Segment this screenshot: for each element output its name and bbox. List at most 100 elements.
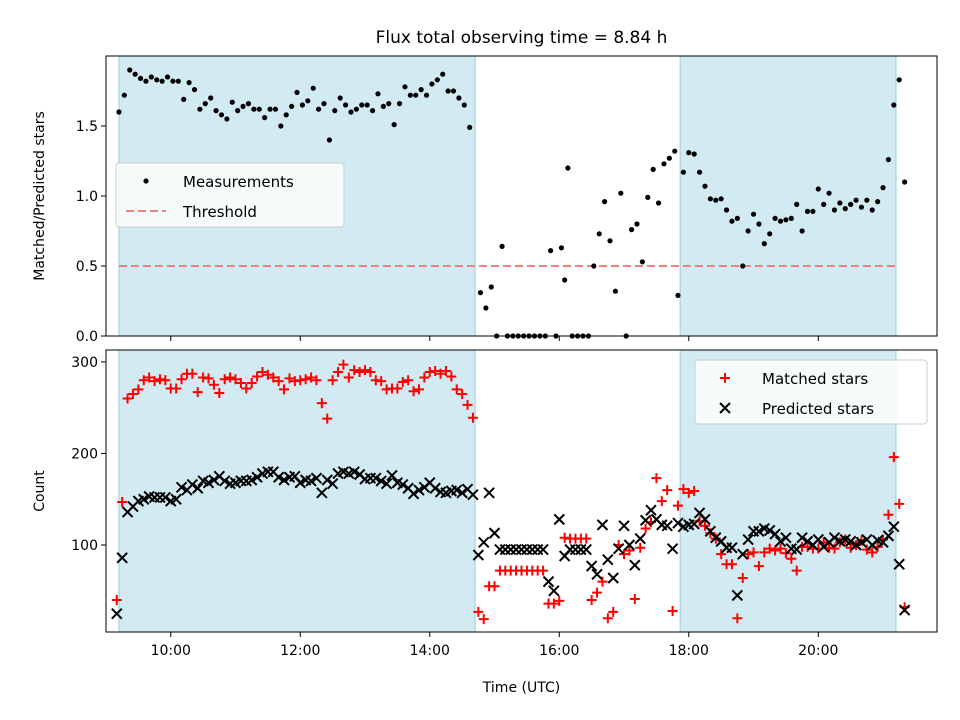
matched-star-point (311, 375, 322, 386)
matched-star-point (343, 372, 354, 383)
measurement-point (707, 196, 713, 202)
measurement-point (628, 227, 635, 233)
matched-star-point (624, 545, 635, 556)
matched-star-point (403, 375, 414, 386)
matched-star-point (257, 366, 268, 377)
measurement-point (761, 241, 767, 247)
measurement-points (116, 67, 908, 339)
matched-star-point (440, 366, 451, 377)
predicted-star-point (828, 531, 841, 544)
measurement-point (305, 98, 311, 104)
matched-star-point (635, 542, 646, 553)
matched-star-point (333, 366, 344, 377)
matched-star-point (360, 365, 371, 376)
measurement-point (483, 305, 489, 311)
chart-title: Flux total observing time = 8.84 h (376, 28, 668, 48)
measurement-point (127, 67, 133, 73)
matched-star-point (662, 485, 673, 496)
predicted-star-point (138, 493, 150, 505)
measurement-point (418, 87, 424, 93)
matched-star-point (457, 388, 468, 399)
predicted-star-point (380, 477, 393, 490)
predicted-star-point (170, 493, 182, 505)
measurement-point (375, 91, 381, 97)
count-legend: Matched stars Predicted stars (694, 359, 928, 425)
predicted-star-point (618, 520, 630, 532)
matched-star-point (208, 379, 219, 390)
measurement-point (332, 108, 338, 114)
matched-star-point (775, 543, 786, 554)
measurement-point (713, 197, 719, 203)
predicted-star-point (602, 553, 614, 566)
matched-star-point (748, 547, 759, 558)
predicted-star-point (305, 475, 317, 487)
predicted-star-point (326, 477, 339, 490)
predicted-star-point (488, 527, 501, 539)
measurement-point (853, 197, 859, 203)
y-tick-label: 200 (71, 446, 98, 462)
matched-star-point (365, 366, 376, 377)
matched-star-point (133, 384, 144, 395)
measurement-point (767, 231, 773, 237)
matched-star-point (327, 375, 338, 386)
measurement-point (655, 200, 662, 206)
predicted-star-point (769, 528, 781, 540)
measurement-point (591, 263, 597, 269)
measurement-point (342, 102, 349, 108)
measurement-point (794, 201, 800, 207)
measurement-point (413, 92, 419, 98)
measurement-point (729, 218, 735, 224)
matched-star-point (689, 486, 700, 496)
matched-star-point (462, 399, 473, 410)
predicted-star-point (429, 482, 441, 494)
measurement-point (181, 96, 187, 102)
ratio-y-ticks: 0.0 0.5 1.0 1.5 (76, 119, 106, 345)
matched-star-point (786, 553, 797, 564)
measurement-point (321, 101, 327, 107)
matched-star-point (176, 374, 187, 385)
matched-star-point (726, 559, 737, 570)
matched-star-point (235, 377, 246, 388)
matched-star-point (678, 484, 689, 495)
measurement-point (364, 102, 370, 108)
predicted-star-point (548, 585, 560, 597)
measurement-point (132, 71, 138, 77)
count-panel: 100 200 300 10:00 12:00 14:00 16:00 18:00 20:00… (32, 349, 938, 696)
measurement-point (461, 102, 467, 108)
matched-star-point (608, 606, 619, 617)
measurement-point (337, 95, 343, 101)
predicted-star-point (764, 524, 776, 537)
measurement-point (164, 74, 171, 80)
matched-star-point (759, 547, 770, 558)
matched-star-point (144, 372, 155, 383)
predicted-star-point (310, 472, 323, 484)
matched-star-point (262, 369, 273, 380)
measurement-point (558, 245, 565, 251)
measurement-point (650, 166, 656, 172)
measurement-point (148, 74, 154, 80)
predicted-star-point (542, 575, 555, 588)
predicted-star-point (882, 530, 895, 542)
count-x-ticks: 10:00 12:00 14:00 16:00 18:00 20:00 (151, 632, 838, 659)
predicted-star-point (278, 474, 290, 486)
predicted-star-point (407, 488, 420, 500)
matched-star-point (489, 581, 500, 592)
predicted-star-point (537, 543, 549, 556)
matched-star-point (246, 377, 257, 388)
measurement-point (618, 190, 624, 196)
measurement-point (723, 207, 730, 213)
y-tick-label: 0.0 (76, 329, 98, 345)
matched-star-point (138, 375, 149, 386)
measurement-point (396, 101, 403, 107)
measurement-point (488, 284, 494, 290)
measurement-point (734, 215, 740, 221)
measurement-point (612, 288, 618, 294)
measurement-point (423, 92, 430, 98)
measurement-point (639, 259, 645, 265)
matched-star-point (683, 487, 694, 498)
predicted-star-point (596, 519, 609, 531)
predicted-star-point (208, 474, 220, 486)
measurement-point (175, 78, 181, 84)
predicted-star-point (844, 535, 857, 548)
